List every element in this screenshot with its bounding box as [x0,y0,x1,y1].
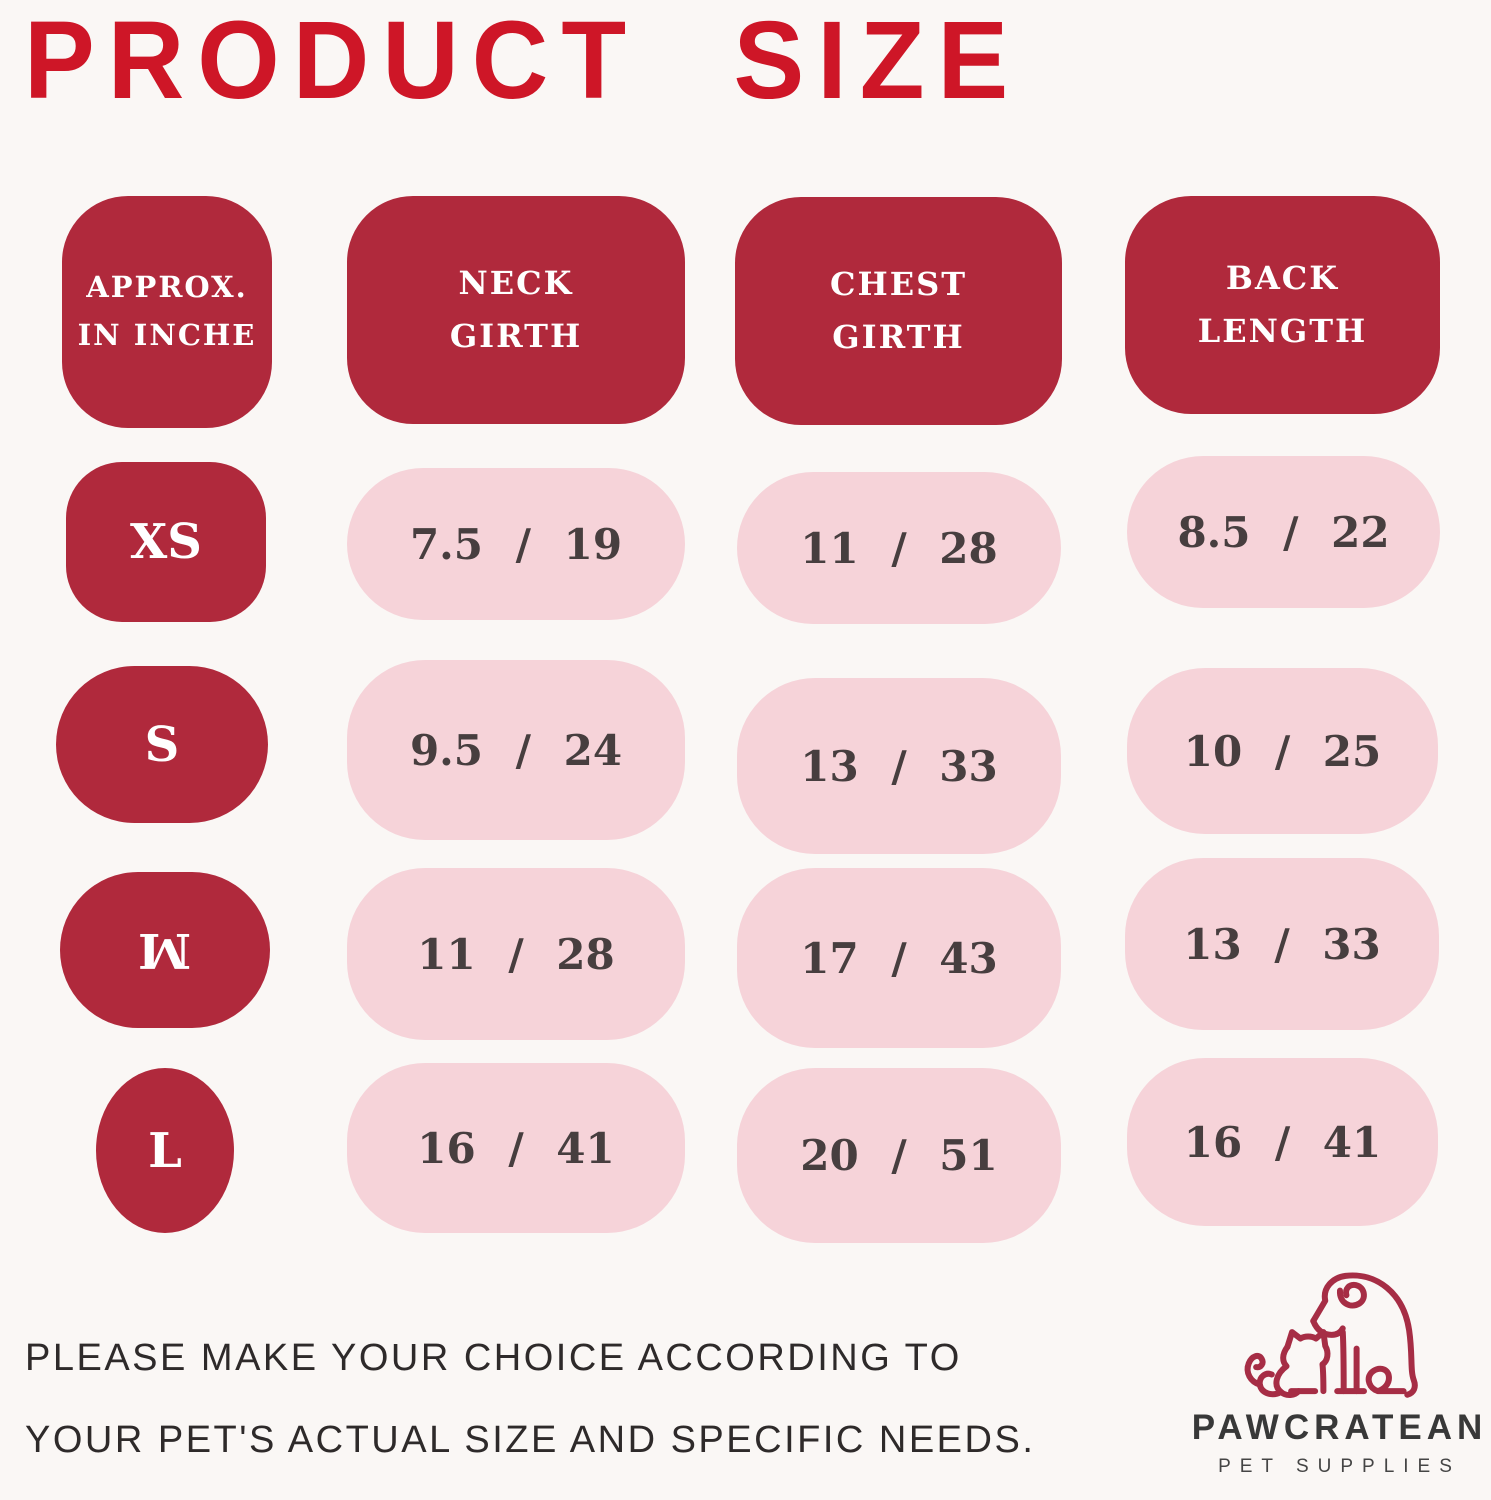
cell-xs-chest-girth: 11 / 28 [737,472,1061,624]
header-badge-back-length: BACK LENGTH [1125,196,1440,414]
dog-and-cat-logo-icon [1244,1272,1418,1398]
cell-m-back-length: 13 / 33 [1125,858,1439,1030]
cell-s-back-length: 10 / 25 [1127,668,1438,834]
size-label: M [138,922,192,978]
brand-tagline: PET SUPPLIES [1218,1456,1461,1477]
size-label: XS [130,514,202,570]
cell-l-back-length: 16 / 41 [1127,1058,1438,1226]
header-badge-neck-girth: NECK GIRTH [347,196,685,424]
cell-m-neck-girth: 11 / 28 [347,868,685,1040]
cell-l-chest-girth: 20 / 51 [737,1068,1061,1243]
cell-l-neck-girth: 16 / 41 [347,1063,685,1233]
size-badge-s: S [56,666,268,823]
header-badge-chest-girth: CHEST GIRTH [735,197,1062,425]
size-label: L [148,1122,182,1179]
cell-xs-neck-girth: 7.5 / 19 [347,468,685,620]
cell-s-neck-girth: 9.5 / 24 [347,660,685,840]
cell-m-chest-girth: 17 / 43 [737,868,1061,1048]
size-badge-xs: XS [66,462,266,622]
size-badge-l: L [96,1068,234,1233]
page-title: PRODUCT SIZE [24,0,1022,122]
brand-block: PAWCRATEAN PET SUPPLIES [1192,1260,1487,1478]
size-badge-m: M [60,872,270,1028]
size-label: S [144,716,180,773]
note-text: PLEASE MAKE YOUR CHOICE ACCORDING TO YOU… [25,1337,1036,1461]
header-badge-approx-in-inche: APPROX. IN INCHE [62,196,272,428]
cell-s-chest-girth: 13 / 33 [737,678,1061,854]
brand-name: PAWCRATEAN [1191,1408,1488,1447]
cell-xs-back-length: 8.5 / 22 [1127,456,1440,608]
